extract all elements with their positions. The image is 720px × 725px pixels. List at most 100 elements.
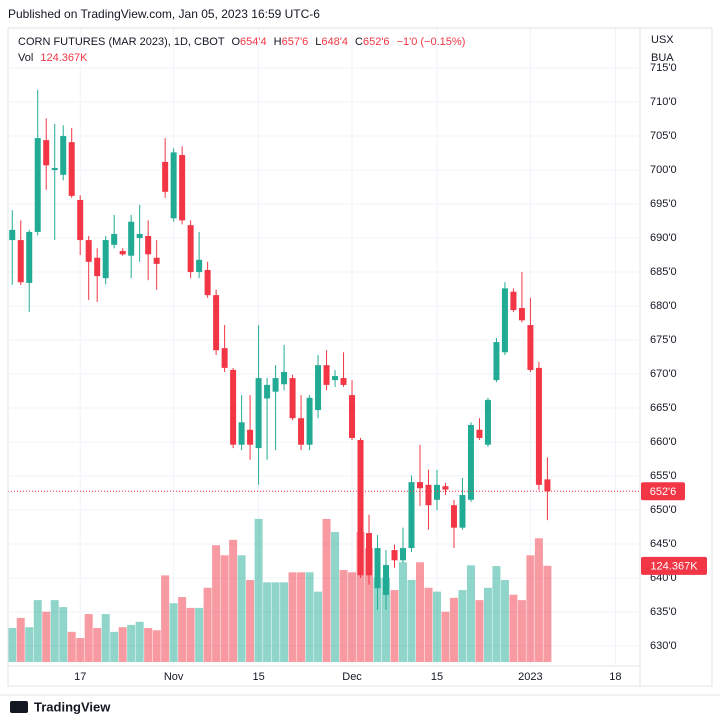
y-tick-label: 700'0 [650,164,677,176]
volume-bar [339,569,348,662]
candle-body [289,378,296,419]
candle-body [281,371,288,385]
candle-body [323,365,330,385]
logo-icon [10,701,28,713]
volume-bar [178,597,187,662]
candle-body [153,257,160,264]
volume-bar [475,600,484,662]
candle-pane [8,89,640,610]
candle-body [34,138,41,232]
volume-bar [237,555,246,662]
candle-body [340,378,347,385]
volume-bar [449,597,458,662]
candle-body [391,550,398,561]
volume-bar [144,627,153,662]
candle-body [85,240,92,262]
y-tick-label: 650'0 [650,504,677,516]
y-tick-label: 695'0 [650,198,677,210]
volume-bar [263,582,272,662]
volume-bar [314,591,323,662]
candle-body [383,565,390,595]
candle-body [476,429,483,438]
volume-bar [16,617,25,662]
volume-bar [271,582,280,662]
price-tag-bg [641,482,685,501]
volume-bar [509,594,518,662]
volume-bar [280,582,289,662]
x-tick-label: Dec [342,671,362,683]
y-tick-label: 710'0 [650,96,677,108]
candle-body [128,221,135,256]
x-tick-label: 15 [431,671,443,683]
candle-body [544,479,551,492]
volume-bar [50,600,59,662]
candle-body [264,384,271,399]
volume-bar [407,580,416,662]
legend-title: CORN FUTURES (MAR 2023), 1D, CBOT [18,36,225,48]
candle-body [535,367,542,485]
y-tick-label: 670'0 [650,368,677,380]
axes: 630'0 635'0 640'0 645'0 650'0 655'0 660'0 665'0… [0,27,720,696]
legend-value: 657'6 [282,36,309,48]
grid [8,28,640,665]
header: Published on TradingView.com, Jan 05, 20… [8,7,320,21]
candle-body [501,288,508,353]
volume-bar [415,562,424,662]
volume-tag: 124.367K [650,561,698,573]
volume-bar [492,566,501,662]
legend-key: L [315,36,321,48]
volume-legend: Vol 124.367K [18,52,88,64]
volume-bar [33,600,42,662]
volume-bar [399,562,407,662]
volume-bar [59,607,68,662]
volume-bar [246,580,255,662]
candle-body [238,422,245,445]
candle-body [162,161,169,192]
candle-body [332,376,339,381]
y-tick-label: 660'0 [650,436,677,448]
candle-body [518,308,525,321]
volume-legend-name: Vol [18,52,33,64]
candle-body [408,482,415,549]
x-tick-label: 18 [609,671,621,683]
candle-body [416,482,423,489]
volume-bar [348,572,357,662]
y-tick-label: 680'0 [650,300,677,312]
candle-body [26,231,33,283]
candle-body [298,418,305,445]
volume-bar [93,627,102,662]
candle-body [170,152,177,219]
candle-body [145,236,152,255]
candle-body [196,259,203,273]
volume-bar [110,631,119,662]
candle-body [136,233,143,239]
candle-body [68,142,75,196]
legend-value: 652'6 [363,36,390,48]
volume-bar [526,555,535,662]
volume-bar [390,590,399,662]
candle-body [119,250,126,255]
volume-bar [534,538,543,662]
volume-bar [331,532,340,662]
candle-body [484,399,491,445]
candle-body [51,168,58,171]
candle-body [306,397,313,445]
y-tick-label: 685'0 [650,266,677,278]
candle-body [366,533,373,576]
currency: USX [651,34,674,46]
candle-body [467,425,474,500]
volume-bar [212,545,221,662]
volume-bar [322,518,331,662]
candle-body [425,484,432,506]
candle-body [315,365,322,411]
volume-bar [220,555,229,662]
volume-bar [42,611,51,662]
volume-bar [161,575,170,662]
volume-bar [382,577,391,662]
volume-tag-bg [641,556,707,575]
volume-bar [67,631,76,662]
candle-body [111,233,118,245]
volume-bar [203,587,212,662]
volume-bar [8,627,17,662]
